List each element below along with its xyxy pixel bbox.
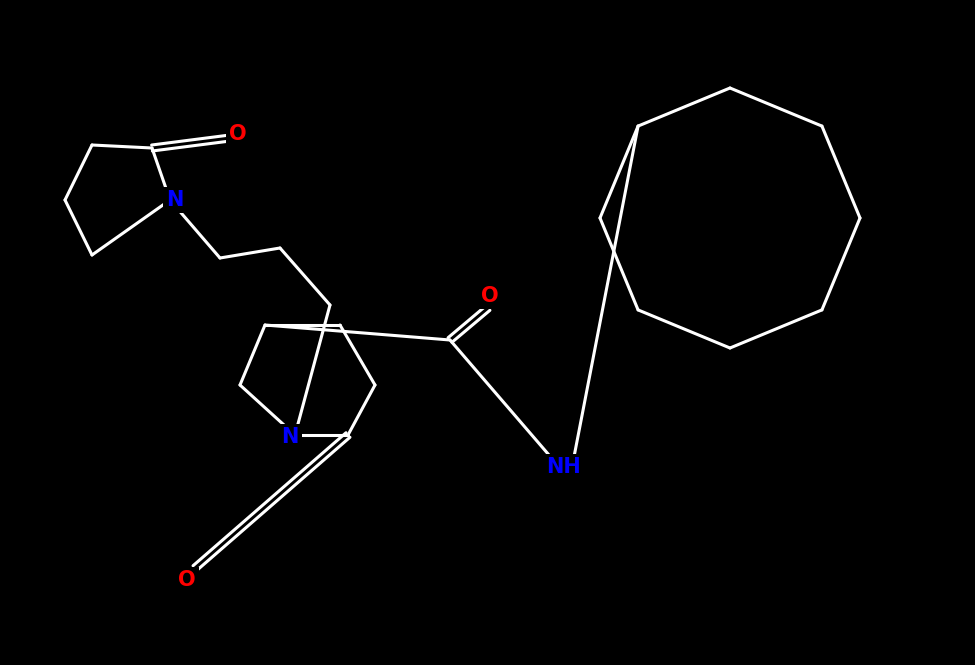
Text: N: N — [167, 190, 183, 210]
Text: O: O — [482, 286, 499, 306]
Text: NH: NH — [546, 457, 580, 477]
Text: O: O — [229, 124, 247, 144]
Text: N: N — [282, 427, 298, 447]
Text: O: O — [178, 570, 196, 590]
